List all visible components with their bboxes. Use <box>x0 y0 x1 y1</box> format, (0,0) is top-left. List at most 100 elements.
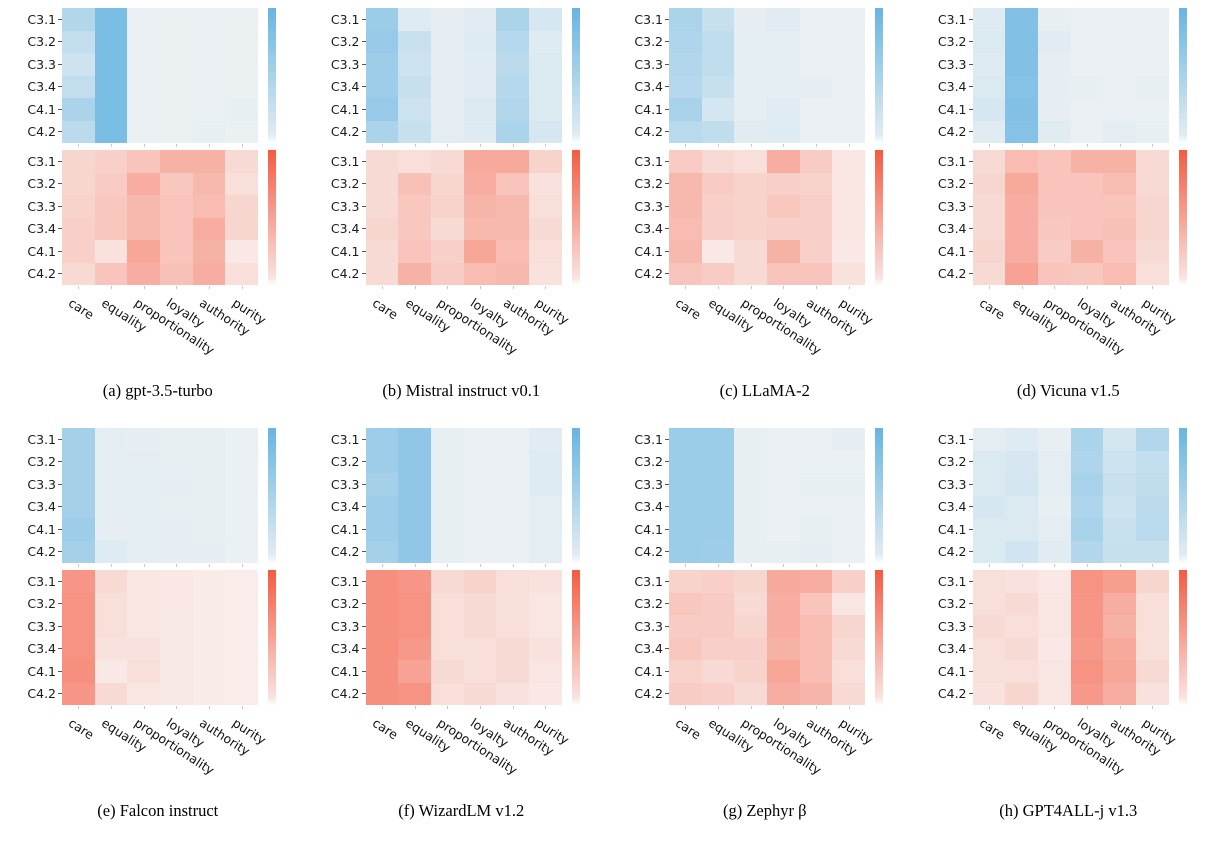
heatmap-cell <box>701 8 735 31</box>
heatmap-cell <box>192 30 226 53</box>
x-axis-labels: care equality proportionality loyalty author… <box>366 292 572 371</box>
heatmap-cell <box>160 473 193 496</box>
y-axis-labels: C3.1 C3.2 C3.3 C3.4 C4.1 C4.2 <box>316 570 366 705</box>
heatmap-cell <box>496 660 529 683</box>
heatmap-cell <box>799 30 833 53</box>
heatmap-cell <box>365 615 399 638</box>
row-label: C3.2 <box>316 173 366 196</box>
figure-row-2: C3.1 C3.2 C3.3 C3.4 C4.1 C4.2 C3.1 C3.2 C3.3 C3.4… <box>0 428 1214 821</box>
heatmap-cell <box>430 172 464 195</box>
heatmap-cell <box>430 75 464 98</box>
row-label: C3.3 <box>619 195 669 218</box>
heatmap-cell <box>1070 150 1104 173</box>
row-label: C4.1 <box>12 240 62 263</box>
heatmap-cell <box>528 450 562 473</box>
x-axis-ticks <box>973 143 1169 147</box>
heatmap-cell <box>1103 592 1136 615</box>
row-label: C3.2 <box>12 593 62 616</box>
x-tick <box>381 286 383 289</box>
heatmap-cell <box>127 637 160 660</box>
heatmap-cell <box>1070 120 1104 143</box>
heatmap-cell <box>799 240 833 263</box>
row-label: C4.2 <box>12 263 62 286</box>
heatmap-cell <box>225 660 258 683</box>
plot-area: C3.1 C3.2 C3.3 C3.4 C4.1 C4.2 C3.1 C3.2 C3.3 C3.4… <box>619 8 911 371</box>
x-tick <box>685 564 687 567</box>
heatmap-cell <box>192 195 226 218</box>
y-axis-labels: C3.1 C3.2 C3.3 C3.4 C4.1 C4.2 <box>12 150 62 285</box>
heatmap-cell <box>1135 518 1169 541</box>
heatmap-cell <box>1037 540 1071 563</box>
heatmap-cell <box>1005 120 1038 143</box>
heatmap-cell <box>1070 660 1104 683</box>
blue-colorbar <box>571 8 580 143</box>
column-label: care <box>976 715 1008 743</box>
x-tick <box>381 144 383 147</box>
heatmap-cell <box>832 682 865 705</box>
heatmap-cell <box>62 262 95 285</box>
x-tick <box>1152 564 1154 567</box>
heatmap-cell <box>192 495 226 518</box>
row-label: C3.2 <box>12 451 62 474</box>
heatmap-cell <box>225 637 258 660</box>
row-label: C3.4 <box>316 76 366 99</box>
heatmap-cell <box>767 98 800 121</box>
x-tick <box>1054 564 1056 567</box>
heatmap-cell <box>1037 615 1071 638</box>
heatmap-cell <box>62 637 95 660</box>
heatmap-cell <box>365 120 399 143</box>
heatmap-cell <box>127 495 160 518</box>
heatmap-cell <box>1103 518 1136 541</box>
heatmap-cell <box>160 450 193 473</box>
heatmap-cell <box>94 637 128 660</box>
heatmap-cell <box>799 120 833 143</box>
heatmap-cell <box>430 428 464 451</box>
heatmap-cell <box>1070 98 1104 121</box>
column-label: care <box>976 295 1008 323</box>
heatmap-cell <box>528 120 562 143</box>
heatmap-cell <box>1037 518 1071 541</box>
heatmap-cell <box>701 120 735 143</box>
panel-caption: (h) GPT4ALL-j v1.3 <box>999 801 1138 820</box>
heatmap-cell <box>225 262 258 285</box>
x-axis-ticks <box>62 563 258 567</box>
heatmap-cell <box>528 262 562 285</box>
heatmap-cell <box>430 150 464 173</box>
heatmap-cell <box>463 540 497 563</box>
heatmap-cell <box>430 8 464 31</box>
heatmap-cell <box>398 592 431 615</box>
plot-area: C3.1 C3.2 C3.3 C3.4 C4.1 C4.2 C3.1 C3.2 C3.3 C3.4… <box>316 428 608 791</box>
x-tick <box>1086 286 1088 289</box>
heatmap-cell <box>430 637 464 660</box>
panel-caption: (e) Falcon instruct <box>97 801 219 820</box>
heatmap-cell <box>767 637 800 660</box>
heatmap-cell <box>365 570 399 593</box>
heatmap-cell <box>496 592 529 615</box>
heatmap-cell <box>1070 637 1104 660</box>
heatmap-cell <box>365 682 399 705</box>
heatmap-cell <box>127 172 160 195</box>
red-heatmap-plot: C3.1 C3.2 C3.3 C3.4 C4.1 C4.2 <box>316 150 608 289</box>
x-axis-ticks <box>973 563 1169 567</box>
heatmap-cell <box>799 8 833 31</box>
heatmap-cell <box>1037 75 1071 98</box>
heatmap-cell <box>398 660 431 683</box>
heatmap-cell <box>767 570 800 593</box>
x-tick <box>479 286 481 289</box>
row-label: C3.4 <box>923 496 973 519</box>
row-label: C3.4 <box>923 638 973 661</box>
row-label: C3.1 <box>923 570 973 593</box>
x-tick <box>848 144 850 147</box>
row-label: C3.3 <box>12 473 62 496</box>
heatmap-cell <box>701 195 735 218</box>
heatmap-cell <box>669 428 702 451</box>
heatmap-cell <box>701 150 735 173</box>
heatmap-cell <box>1103 262 1136 285</box>
red-heatmap-plot: C3.1 C3.2 C3.3 C3.4 C4.1 C4.2 <box>12 570 304 709</box>
heatmap-cell <box>62 30 95 53</box>
heatmap-cell <box>1070 592 1104 615</box>
heatmap-cell <box>1135 150 1169 173</box>
heatmap-cell <box>1135 428 1169 451</box>
blue-heatmap-plot: C3.1 C3.2 C3.3 C3.4 C4.1 C4.2 <box>12 428 304 567</box>
